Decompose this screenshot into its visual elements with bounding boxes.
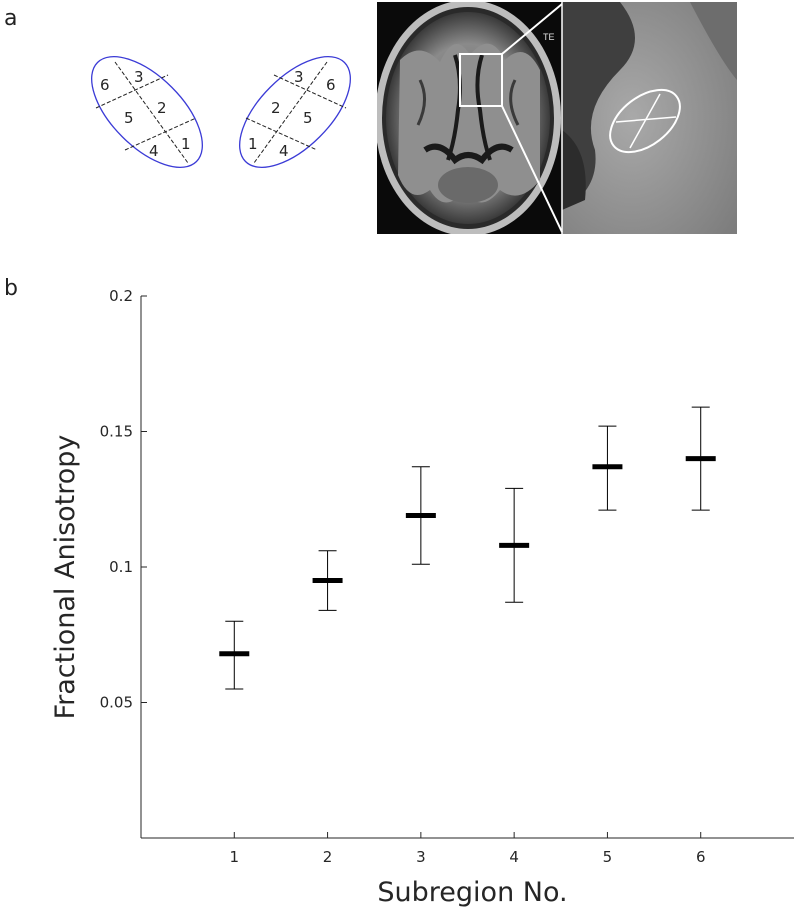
zoom-connector-top (501, 3, 563, 55)
x-tick-label: 4 (509, 848, 519, 866)
x-tick-label: 6 (696, 848, 706, 866)
panel-label-a: a (4, 6, 18, 31)
left-region-label: 1 (181, 135, 191, 153)
zoom-roi-ellipse (609, 88, 681, 154)
x-tick-label: 5 (603, 848, 613, 866)
zoom-connector-bottom (501, 105, 563, 233)
left-ellipse-outline (91, 56, 203, 168)
right-ellipse-diagram: 3 6 2 5 1 4 (239, 56, 351, 168)
right-divider-3 (245, 117, 318, 151)
right-region-label: 2 (271, 99, 281, 117)
y-axis-title: Fractional Anisotropy (50, 435, 81, 720)
zoom-roi-divider (629, 93, 661, 149)
left-region-label: 4 (149, 142, 159, 160)
x-tick-label: 3 (416, 848, 426, 866)
left-region-label: 3 (134, 68, 144, 86)
right-divider-1 (253, 61, 328, 164)
right-region-label: 5 (303, 109, 313, 127)
left-divider-1 (114, 61, 189, 164)
x-ticks: 1 2 3 4 5 6 (230, 832, 706, 866)
mri-overlay-text: TE (543, 32, 555, 42)
panel-a-figure: 6 3 5 2 4 1 3 6 2 5 1 4 TE (91, 2, 737, 234)
right-region-label: 4 (279, 142, 289, 160)
right-region-label: 6 (326, 76, 336, 94)
y-tick-label: 0.1 (109, 558, 133, 576)
right-divider-2 (273, 74, 347, 109)
chart-axes (140, 296, 794, 839)
left-divider-2 (95, 74, 169, 109)
left-ellipse-diagram: 6 3 5 2 4 1 (91, 56, 203, 168)
right-region-label: 3 (294, 68, 304, 86)
fa-errorbar-chart: 0.05 0.1 0.15 0.2 1 2 3 4 5 6 Subregion No. Frac… (50, 287, 794, 908)
roi-box (459, 53, 503, 107)
y-ticks: 0.05 0.1 0.15 0.2 (100, 287, 147, 712)
mri-zoom-view (562, 2, 737, 234)
panel-label-b: b (4, 276, 18, 301)
y-tick-label: 0.15 (100, 423, 133, 441)
x-tick-label: 2 (323, 848, 333, 866)
y-tick-label: 0.2 (109, 287, 133, 305)
x-tick-label: 1 (230, 848, 240, 866)
left-region-label: 5 (124, 109, 134, 127)
error-bars (219, 406, 716, 690)
mri-axial-slice: TE (377, 2, 562, 234)
right-ellipse-outline (239, 56, 351, 168)
x-axis-title: Subregion No. (377, 877, 567, 908)
right-region-label: 1 (248, 135, 258, 153)
left-region-label: 6 (100, 76, 110, 94)
left-divider-3 (124, 117, 197, 151)
y-tick-label: 0.05 (100, 694, 133, 712)
left-region-label: 2 (157, 99, 167, 117)
